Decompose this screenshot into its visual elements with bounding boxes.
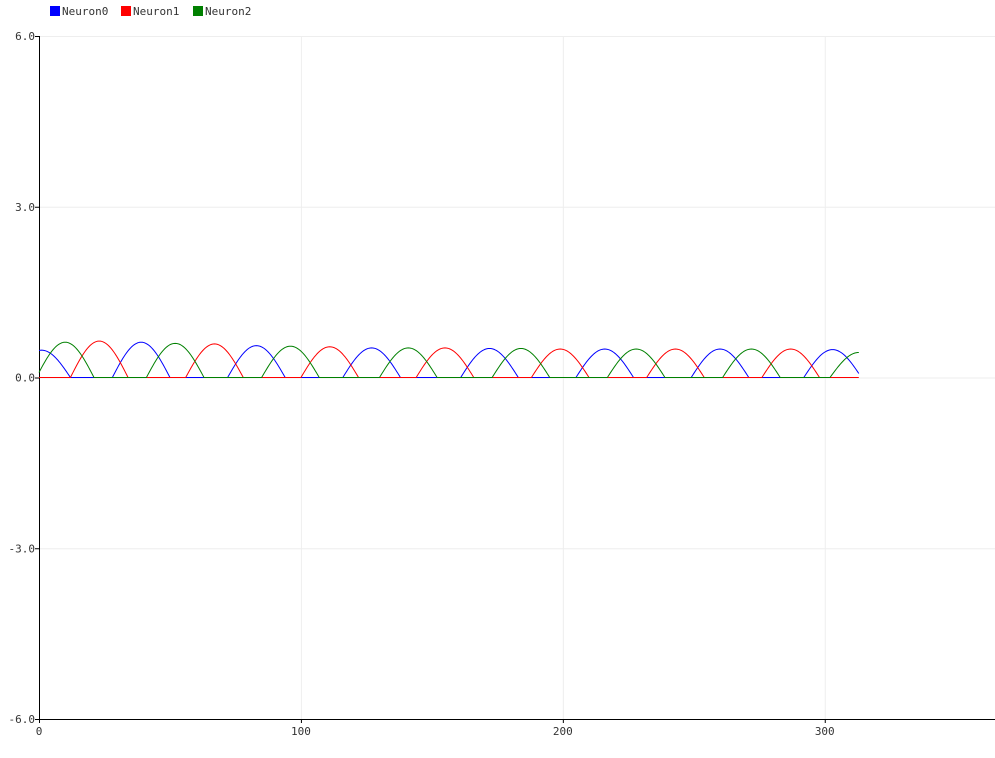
series-line-neuron0: [38, 341, 860, 378]
legend[interactable]: Neuron0 Neuron1 Neuron2: [50, 5, 251, 18]
y-tick-label: 6.0: [15, 30, 35, 43]
y-tick-label: -3.0: [9, 542, 36, 555]
x-tick-label: 300: [815, 725, 835, 738]
y-tick-label: 0.0: [15, 372, 35, 385]
x-tick-label: 100: [291, 725, 311, 738]
axes: 6.0 3.0 0.0 -3.0 -6.00 100 200 300: [9, 30, 995, 738]
legend-item-neuron1[interactable]: Neuron1: [121, 5, 179, 18]
legend-swatch: [50, 6, 60, 16]
legend-item-neuron2[interactable]: Neuron2: [193, 5, 251, 18]
series-lines: [38, 340, 860, 378]
series-line-neuron2: [38, 341, 859, 378]
y-tick-label: -6.0: [9, 713, 36, 726]
legend-label: Neuron1: [133, 5, 179, 18]
legend-swatch: [193, 6, 203, 16]
y-tick-label: 3.0: [15, 201, 35, 214]
legend-item-neuron0[interactable]: Neuron0: [50, 5, 108, 18]
x-tick-label: 200: [553, 725, 573, 738]
x-tick-label: 0: [36, 725, 43, 738]
legend-swatch: [121, 6, 131, 16]
legend-label: Neuron0: [62, 5, 108, 18]
legend-label: Neuron2: [205, 5, 251, 18]
